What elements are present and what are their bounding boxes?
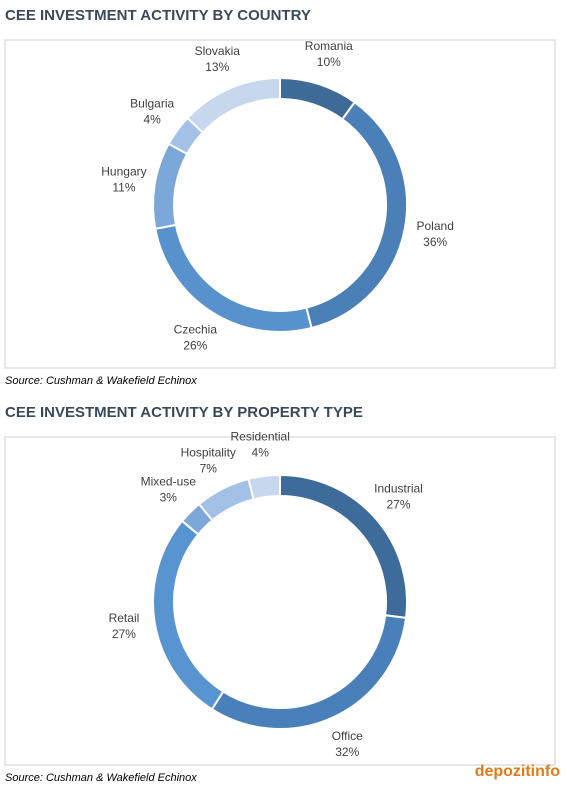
- chart-title: CEE INVESTMENT ACTIVITY BY PROPERTY TYPE: [5, 404, 363, 421]
- slice-label: Office: [332, 729, 363, 743]
- chart-title: CEE INVESTMENT ACTIVITY BY COUNTRY: [5, 7, 311, 24]
- slice: [186, 76, 281, 134]
- slice-value: 27%: [387, 498, 411, 512]
- slice-label: Industrial: [374, 482, 423, 496]
- slice-label: Residential: [231, 429, 290, 443]
- source: Source: Cushman & Wakefield Echinox: [5, 772, 197, 784]
- slice-value: 10%: [317, 55, 341, 69]
- slice-value: 7%: [200, 461, 218, 475]
- slice-label: Mixed-use: [141, 474, 197, 488]
- slice-value: 36%: [423, 235, 447, 249]
- slice-label: Retail: [109, 611, 140, 625]
- slice-value: 27%: [112, 627, 136, 641]
- slice-value: 32%: [335, 745, 359, 759]
- slice-value: 4%: [144, 112, 162, 126]
- slice-label: Poland: [417, 219, 454, 233]
- slice-label: Slovakia: [195, 44, 241, 58]
- slice-value: 26%: [183, 339, 207, 353]
- slice-label: Hospitality: [181, 445, 236, 459]
- slice-value: 11%: [112, 180, 135, 194]
- watermark: depozitinfo: [475, 763, 561, 780]
- slice-value: 4%: [252, 445, 270, 459]
- slice-value: 13%: [205, 60, 229, 74]
- slice: [247, 473, 281, 501]
- slice-label: Czechia: [174, 323, 218, 337]
- slice-value: 3%: [160, 490, 178, 504]
- source: Source: Cushman & Wakefield Echinox: [5, 375, 197, 387]
- slice-label: Bulgaria: [130, 96, 174, 110]
- slice-label: Romania: [305, 39, 353, 53]
- slice-label: Hungary: [101, 164, 146, 178]
